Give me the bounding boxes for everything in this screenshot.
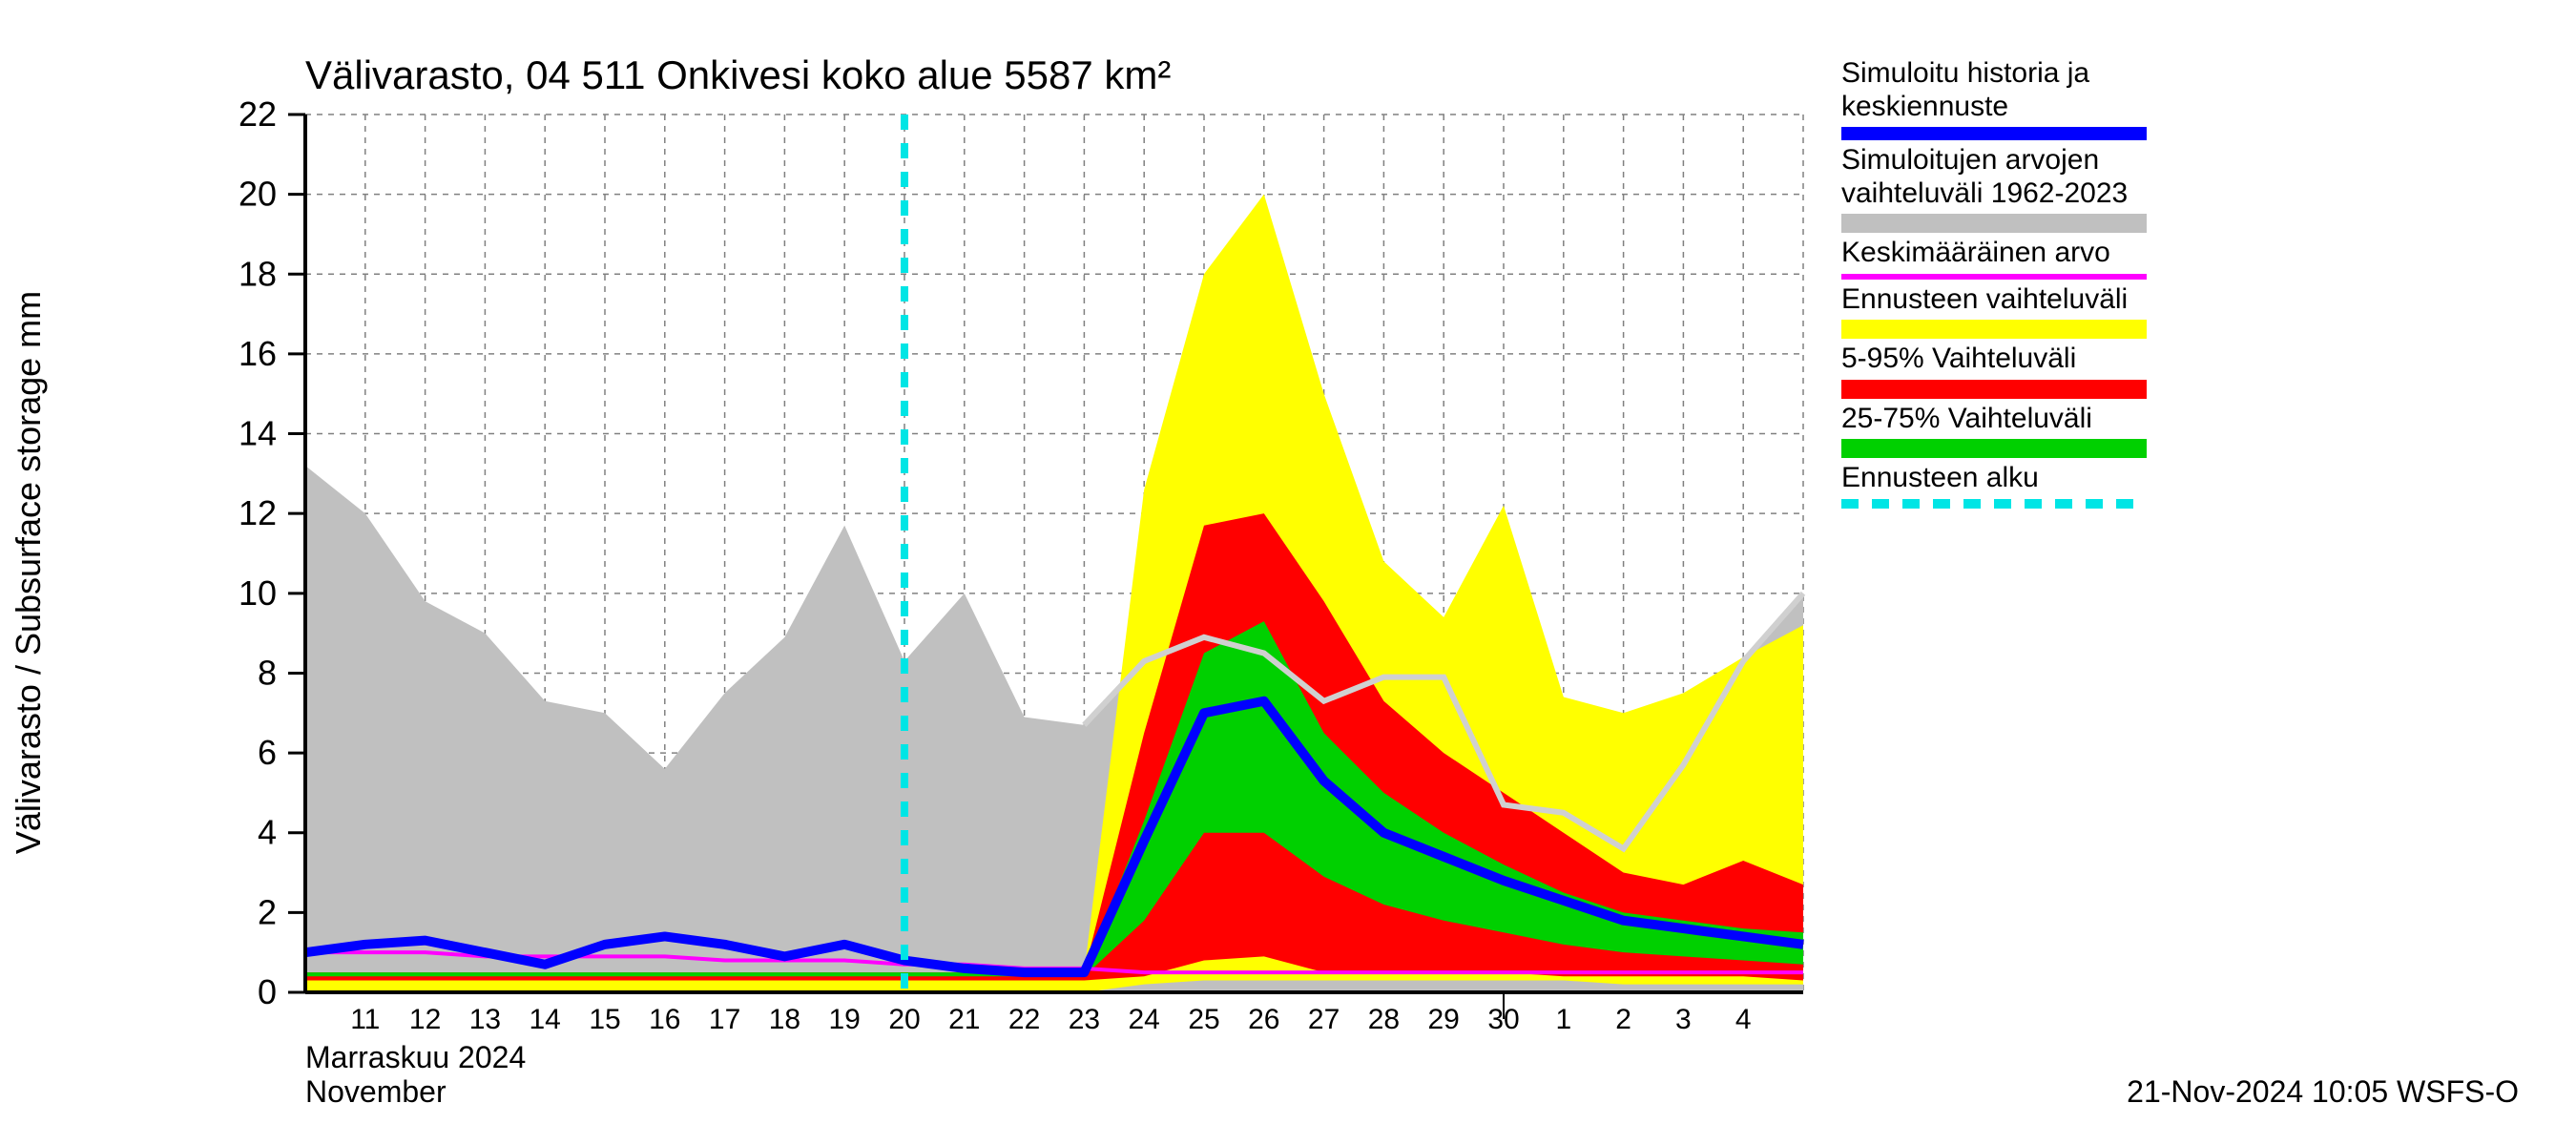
svg-text:2: 2 (258, 892, 277, 931)
legend-entry: 25-75% Vaihteluväli (1841, 403, 2147, 459)
svg-text:27: 27 (1308, 1004, 1340, 1035)
legend-swatch (1841, 274, 2147, 280)
svg-text:16: 16 (649, 1004, 680, 1035)
legend-swatch (1841, 214, 2147, 233)
svg-text:16: 16 (239, 334, 277, 373)
legend-entry: Simuloitu historia jakeskiennuste (1841, 57, 2147, 140)
svg-text:24: 24 (1129, 1004, 1160, 1035)
chart-title: Välivarasto, 04 511 Onkivesi koko alue 5… (305, 52, 1171, 98)
svg-text:2: 2 (1615, 1004, 1631, 1035)
svg-text:25: 25 (1188, 1004, 1219, 1035)
svg-text:10: 10 (239, 573, 277, 613)
svg-text:3: 3 (1675, 1004, 1692, 1035)
legend-label: keskiennuste (1841, 91, 2147, 124)
footer-month-en: November (305, 1074, 447, 1110)
svg-text:14: 14 (239, 414, 277, 453)
svg-text:23: 23 (1069, 1004, 1100, 1035)
svg-text:19: 19 (829, 1004, 861, 1035)
svg-text:30: 30 (1487, 1004, 1519, 1035)
svg-text:1: 1 (1555, 1004, 1571, 1035)
svg-text:4: 4 (258, 813, 277, 852)
svg-text:14: 14 (530, 1004, 561, 1035)
timestamp-label: 21-Nov-2024 10:05 WSFS-O (2127, 1074, 2519, 1110)
legend-entry: Keskimääräinen arvo (1841, 237, 2147, 280)
legend-label: Simuloitujen arvojen (1841, 144, 2147, 177)
svg-text:28: 28 (1368, 1004, 1400, 1035)
legend-label: 25-75% Vaihteluväli (1841, 403, 2147, 436)
svg-text:29: 29 (1428, 1004, 1460, 1035)
svg-text:21: 21 (948, 1004, 980, 1035)
svg-text:15: 15 (589, 1004, 620, 1035)
legend-label: 5-95% Vaihteluväli (1841, 343, 2147, 376)
svg-text:20: 20 (888, 1004, 920, 1035)
legend-entry: Ennusteen alku (1841, 462, 2147, 509)
legend-label: Ennusteen alku (1841, 462, 2147, 495)
legend-swatch (1841, 127, 2147, 140)
svg-text:20: 20 (239, 175, 277, 214)
legend-entry: 5-95% Vaihteluväli (1841, 343, 2147, 399)
svg-text:13: 13 (469, 1004, 501, 1035)
svg-text:8: 8 (258, 653, 277, 692)
svg-text:18: 18 (239, 254, 277, 293)
legend-label: Simuloitu historia ja (1841, 57, 2147, 91)
y-axis-label: Välivarasto / Subsurface storage mm (9, 291, 49, 854)
plot-area: 0246810121416182022111213141516171819202… (0, 0, 2576, 1145)
svg-text:18: 18 (769, 1004, 800, 1035)
legend-swatch (1841, 439, 2147, 458)
legend-swatch (1841, 499, 2147, 509)
svg-text:22: 22 (1008, 1004, 1040, 1035)
legend-swatch (1841, 320, 2147, 339)
svg-text:17: 17 (709, 1004, 740, 1035)
legend-label: Keskimääräinen arvo (1841, 237, 2147, 270)
legend-label: Ennusteen vaihteluväli (1841, 283, 2147, 317)
svg-text:4: 4 (1735, 1004, 1752, 1035)
footer-month-fi: Marraskuu 2024 (305, 1040, 526, 1075)
svg-text:26: 26 (1248, 1004, 1279, 1035)
legend-swatch (1841, 380, 2147, 399)
legend-entry: Ennusteen vaihteluväli (1841, 283, 2147, 340)
legend: Simuloitu historia jakeskiennusteSimuloi… (1841, 57, 2147, 512)
svg-text:0: 0 (258, 972, 277, 1011)
svg-text:6: 6 (258, 733, 277, 772)
legend-entry: Simuloitujen arvojenvaihteluväli 1962-20… (1841, 144, 2147, 233)
svg-text:12: 12 (409, 1004, 441, 1035)
legend-label: vaihteluväli 1962-2023 (1841, 177, 2147, 211)
svg-text:11: 11 (350, 1004, 380, 1035)
svg-text:22: 22 (239, 94, 277, 134)
chart-container: Välivarasto / Subsurface storage mm Väli… (0, 0, 2576, 1145)
svg-text:12: 12 (239, 493, 277, 532)
